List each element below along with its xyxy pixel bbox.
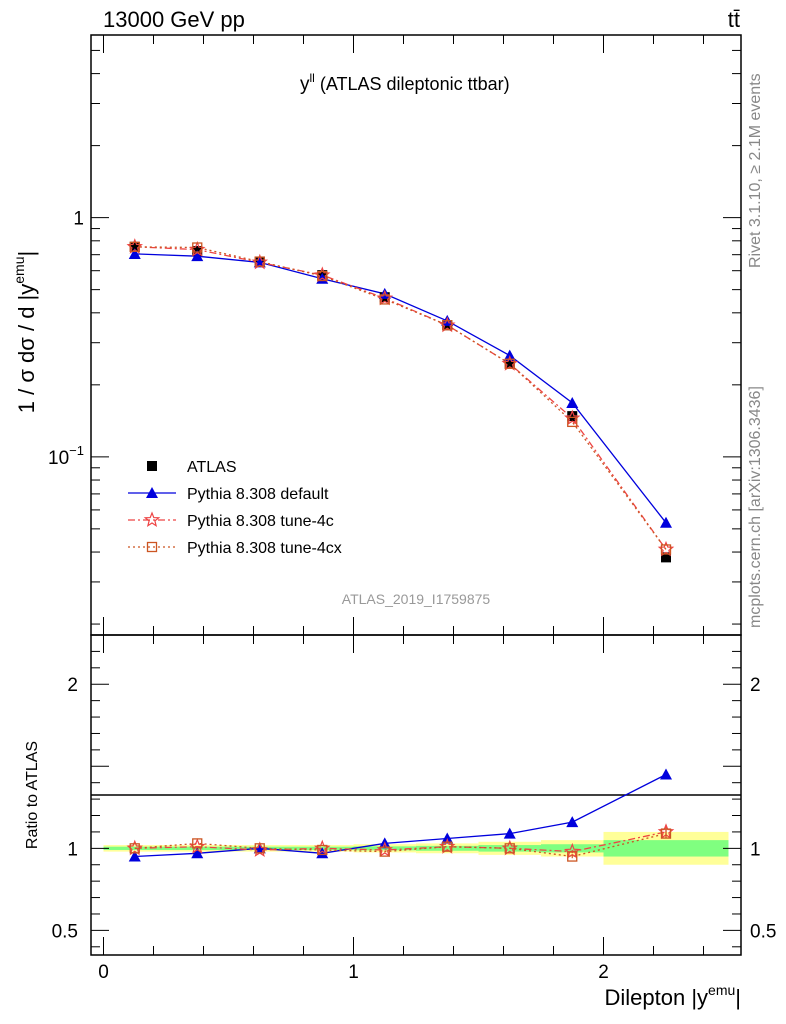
ratio-band-inner: [541, 844, 604, 853]
ratio-line-open-square: [134, 832, 667, 858]
legend-label: ATLAS: [187, 459, 237, 476]
main-line-star: [134, 246, 667, 550]
ratio-point-open-square: [192, 838, 203, 849]
main-ylabel-sup: emu: [11, 257, 27, 284]
ratio-ytick-label-left: 2: [67, 675, 78, 696]
legend-marker-open-square: [146, 541, 158, 553]
main-point-triangle: [128, 247, 141, 259]
ratio-frame: [90, 634, 742, 956]
legend-marker-triangle: [146, 487, 158, 498]
ratio-point-triangle: [660, 768, 672, 780]
ratio-point-open-square: [442, 841, 453, 852]
main-axis-ticks: 1 10−1: [48, 35, 741, 635]
ratio-ytick-label-right: 1: [750, 839, 761, 860]
legend-label: Pythia 8.308 default: [187, 486, 329, 503]
ratio-ylabel: Ratio to ATLAS: [24, 741, 41, 849]
ratio-point-open-square: [317, 844, 328, 856]
watermark: ATLAS_2019_I1759875: [342, 591, 491, 607]
main-title-sup: ll: [310, 71, 315, 85]
main-point-open-square: [567, 416, 578, 428]
main-point-triangle: [191, 250, 204, 262]
ratio-point-open-square: [254, 843, 265, 854]
ratio-ytick-label-right: 2: [750, 675, 761, 696]
ratio-point-star: [563, 842, 581, 859]
main-panel: 1 10−1 yll (ATLAS dileptonic ttbar) ATLAS…: [11, 34, 742, 636]
ratio-band-inner: [603, 840, 729, 857]
ratio-ytick-label-left: 1: [67, 839, 78, 860]
ratio-point-open-square: [504, 843, 515, 854]
rivet-version-label: Rivet 3.1.10, ≥ 2.1M events: [747, 73, 764, 268]
ratio-point-triangle: [128, 850, 141, 862]
ratio-xlabel-text: Dilepton |y: [605, 985, 709, 1010]
header-left: 13000 GeV pp: [103, 7, 245, 32]
main-point-open-square: [192, 242, 203, 253]
ratio-point-triangle: [316, 847, 329, 859]
main-point-open-square: [442, 320, 453, 331]
ratio-ytick-label-right: 0.5: [750, 921, 776, 942]
main-point-square: [567, 411, 578, 422]
legend-marker-square: [147, 461, 157, 471]
ratio-ytick-label-left: 0.5: [52, 921, 78, 942]
main-title-main: y: [300, 74, 310, 95]
main-point-triangle: [566, 396, 579, 408]
ratio-point-triangle: [566, 816, 579, 828]
main-line-triangle: [134, 253, 667, 524]
ratio-axis-ticks: 2 2 1 1 0.5 0.5 0 1 2: [52, 635, 776, 983]
ratio-xtick-label: 2: [598, 962, 609, 983]
main-ylabel: 1 / σ dσ / d |yemu|: [11, 251, 39, 413]
ratio-point-open-square: [379, 846, 390, 857]
legend-label: Pythia 8.308 tune-4cx: [187, 540, 342, 557]
main-point-open-square: [317, 270, 328, 282]
ratio-point-triangle: [191, 847, 204, 859]
main-point-open-square: [504, 358, 515, 369]
legend-marker-star: [143, 511, 161, 528]
ratio-panel: 2 2 1 1 0.5 0.5 0 1 2 Ratio to ATLAS Dilepton |y…: [24, 634, 776, 1010]
ratio-line-star: [134, 831, 667, 853]
main-title: yll (ATLAS dileptonic ttbar): [300, 71, 510, 95]
ratio-xlabel: Dilepton |yemu|: [605, 982, 742, 1010]
ratio-xlabel-sup: emu: [708, 982, 735, 998]
mcplots-source-label: mcplots.cern.ch [arXiv:1306.3436]: [747, 386, 764, 628]
header-right: tt̄: [728, 7, 740, 32]
ratio-xlabel-end: |: [735, 985, 741, 1010]
main-point-triangle: [503, 349, 516, 361]
main-title-rest: (ATLAS dileptonic ttbar): [315, 74, 510, 94]
main-point-open-square: [379, 294, 390, 305]
main-ytick-label: 1: [73, 209, 84, 230]
main-series-lines: [134, 246, 667, 550]
main-ytick-label: 10−1: [48, 443, 84, 469]
main-point-star: [564, 409, 581, 426]
main-line-open-square: [134, 246, 667, 550]
ratio-xtick-label: 0: [98, 962, 109, 983]
ratio-band-inner: [103, 846, 166, 850]
ratio-point-triangle: [441, 832, 454, 844]
main-point-square: [661, 552, 671, 563]
ratio-xtick-label: 1: [348, 962, 359, 983]
main-series-markers: [126, 238, 675, 563]
main-point-triangle: [660, 516, 672, 528]
main-point-open-square: [254, 256, 265, 267]
legend: ATLAS Pythia 8.308 default Pythia 8.308 tu…: [128, 459, 342, 557]
ratio-series-markers: [126, 768, 675, 862]
main-point-open-square: [129, 241, 140, 252]
ratio-point-open-square: [567, 851, 578, 862]
ratio-point-open-square: [660, 828, 672, 839]
legend-label: Pythia 8.308 tune-4c: [187, 513, 334, 530]
main-ylabel-text: 1 / σ dσ / d |y: [14, 284, 39, 413]
ratio-point-open-square: [129, 843, 140, 854]
ratio-band-inner: [416, 845, 479, 851]
main-point-square: [504, 358, 515, 369]
main-point-square: [129, 241, 140, 252]
ratio-point-triangle: [503, 827, 516, 839]
main-ylabel-end: |: [14, 251, 39, 257]
main-point-open-square: [660, 544, 672, 555]
